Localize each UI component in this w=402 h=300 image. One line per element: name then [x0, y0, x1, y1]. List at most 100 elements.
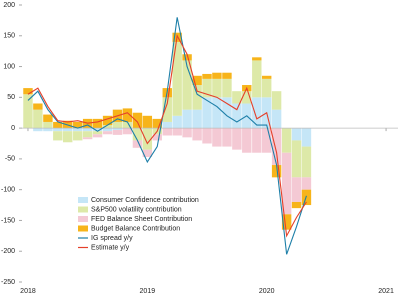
bar — [281, 128, 292, 153]
bar — [291, 128, 302, 141]
bar — [261, 128, 272, 153]
bar — [73, 131, 83, 141]
bar — [271, 165, 282, 178]
bar — [192, 75, 202, 86]
bar — [33, 103, 43, 110]
bar — [92, 118, 103, 129]
bar — [222, 78, 232, 98]
bar — [192, 128, 202, 141]
legend-label: Budget Balance Contribution — [91, 225, 180, 232]
bar — [232, 91, 242, 104]
y-tick-label: -250 — [1, 279, 15, 286]
bar — [291, 140, 302, 178]
bar — [202, 128, 212, 144]
bar — [172, 128, 182, 136]
bar — [33, 128, 43, 132]
bar — [112, 128, 123, 130]
bar — [212, 97, 222, 129]
bar — [271, 109, 282, 129]
y-tick-label: -150 — [1, 217, 15, 224]
bar — [23, 88, 33, 95]
bar — [202, 73, 212, 79]
bar — [102, 128, 113, 132]
line — [27, 17, 307, 255]
bar — [82, 131, 93, 138]
bar — [112, 129, 123, 135]
bar — [43, 121, 53, 129]
y-tick-label: -200 — [1, 248, 15, 255]
bar — [82, 137, 93, 140]
bar — [82, 128, 93, 132]
legend: Consumer Confidence contribution S&P500 v… — [78, 197, 199, 251]
y-tick-label: 150 — [3, 33, 15, 40]
bar — [102, 125, 113, 129]
legend-swatch — [78, 197, 88, 203]
bar — [33, 109, 43, 129]
bar — [43, 128, 53, 132]
bar — [152, 134, 162, 141]
bar — [102, 131, 113, 135]
bar — [122, 128, 133, 135]
bar — [301, 177, 312, 190]
bar — [92, 131, 103, 135]
line — [27, 34, 307, 238]
bar — [192, 85, 202, 110]
bar — [102, 115, 113, 126]
bar — [271, 128, 282, 166]
bar — [301, 146, 312, 178]
bar — [182, 128, 192, 138]
bar — [122, 108, 133, 122]
bar — [63, 120, 73, 129]
bar — [23, 94, 33, 129]
bar — [43, 114, 53, 122]
bar — [182, 60, 192, 110]
bar — [162, 97, 172, 122]
bar — [132, 128, 143, 141]
bar — [142, 115, 153, 129]
bar — [53, 128, 63, 132]
bar — [53, 131, 63, 141]
bar — [53, 121, 63, 129]
legend-label: FED Balance Sheet Contribution — [91, 216, 192, 223]
bar — [212, 78, 222, 98]
y-tick-label: -100 — [1, 187, 15, 194]
bar — [182, 109, 192, 129]
bar — [142, 149, 153, 158]
y-tick-label: 200 — [3, 2, 15, 9]
bar — [242, 128, 252, 153]
legend-swatch — [78, 225, 88, 232]
bar — [202, 97, 212, 129]
x-tick-label: 2019 — [140, 288, 156, 295]
legend-label: Consumer Confidence contribution — [91, 197, 199, 204]
bar — [261, 78, 272, 98]
bar — [252, 60, 262, 98]
bar — [212, 128, 222, 147]
bar — [261, 75, 272, 79]
bar — [172, 115, 182, 129]
bar — [271, 91, 282, 110]
bar — [172, 41, 182, 116]
bar — [142, 128, 153, 150]
legend-label: S&P500 volatility contribution — [91, 206, 182, 213]
y-tick-label: 0 — [11, 125, 15, 132]
bar — [291, 201, 302, 209]
bar — [63, 128, 73, 132]
bar — [73, 128, 83, 132]
y-tick-label: -50 — [5, 156, 15, 163]
bar — [192, 109, 202, 129]
bar — [182, 54, 192, 61]
bar — [281, 214, 292, 230]
bar — [92, 128, 103, 132]
legend-swatch — [78, 216, 88, 222]
bar — [301, 128, 312, 147]
bar — [63, 131, 73, 143]
bar — [281, 152, 292, 215]
bar — [242, 91, 252, 104]
bar — [232, 128, 242, 150]
bar — [291, 177, 302, 202]
bar — [122, 121, 133, 129]
x-tick-label: 2020 — [259, 288, 275, 295]
bar — [222, 72, 232, 79]
